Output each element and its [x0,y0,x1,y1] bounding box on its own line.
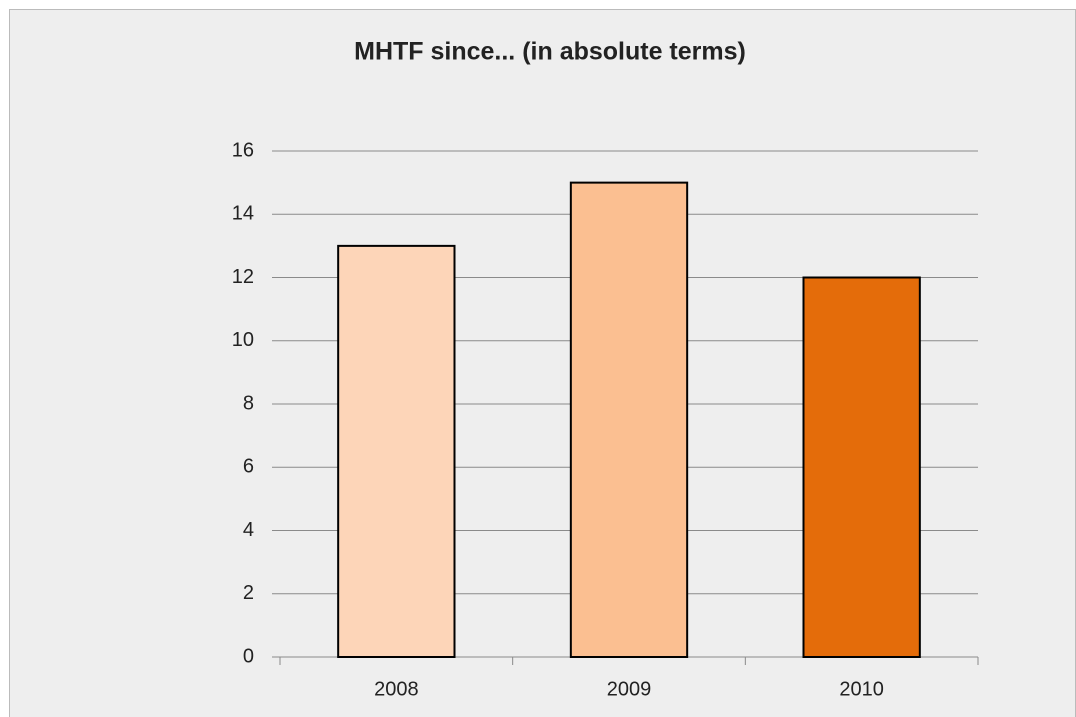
y-tick-label: 12 [232,266,254,288]
y-tick-label: 14 [232,203,254,225]
y-tick-label: 2 [243,582,254,604]
bar [569,181,689,658]
x-tick-label: 2009 [607,678,652,700]
y-tick-label: 10 [232,329,254,351]
bar [337,244,456,658]
bar [802,276,921,658]
y-tick-label: 0 [243,645,254,667]
y-tick-label: 6 [243,456,254,478]
y-tick-label: 4 [243,519,254,541]
x-tick-label: 2008 [374,678,419,700]
y-tick-label: 8 [243,392,254,414]
y-tick-label: 16 [232,139,254,161]
x-tick-label: 2010 [839,678,884,700]
chart-title: MHTF since... (in absolute terms) [354,38,746,66]
